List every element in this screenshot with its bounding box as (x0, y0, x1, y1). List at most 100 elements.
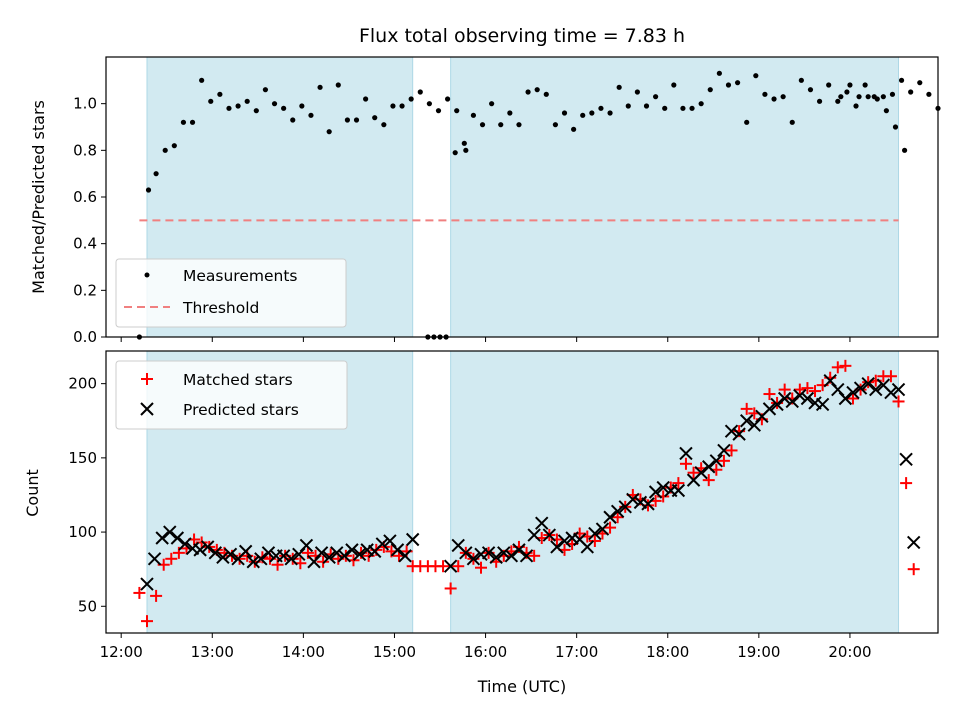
bottom-series-predicted-stars (140, 373, 921, 591)
predicted-star-point (793, 388, 807, 403)
predicted-star-point (777, 391, 792, 406)
measurement-point (299, 103, 305, 109)
predicted-star-point (519, 549, 534, 563)
measurement-point (390, 103, 396, 109)
measurement-point (853, 103, 859, 109)
bottom-y-tick-label: 150 (68, 449, 97, 467)
measurement-point (454, 108, 460, 114)
predicted-star-point (337, 549, 352, 563)
matched-star-point (900, 477, 913, 490)
measurement-point (417, 89, 423, 95)
predicted-star-point (891, 382, 906, 397)
predicted-star-point (580, 540, 594, 554)
legend-matched-stars-label: Matched stars (183, 371, 293, 389)
predicted-star-point (846, 385, 860, 400)
matched-star-point (203, 540, 216, 553)
predicted-star-point (869, 382, 883, 397)
legend-matched-stars-marker (141, 373, 153, 385)
measurement-point (847, 82, 853, 88)
predicted-star-point (679, 446, 693, 461)
predicted-star-point (398, 549, 412, 563)
matched-star-point (892, 395, 905, 408)
predicted-star-point (193, 543, 207, 557)
measurement-point (561, 110, 568, 116)
matched-star-point (831, 361, 844, 374)
predicted-star-point (717, 443, 731, 458)
measurement-point (262, 87, 269, 93)
measurement-point (798, 77, 804, 83)
measurement-point (271, 101, 278, 107)
predicted-star-point (595, 522, 610, 536)
x-tick-label: 12:00 (100, 643, 143, 661)
top-legend-box (115, 258, 347, 328)
legend-measurements-marker (144, 272, 150, 278)
measurement-point (926, 91, 932, 97)
matched-star-point (588, 534, 601, 547)
predicted-star-point (648, 485, 663, 499)
measurement-point (353, 117, 360, 123)
predicted-star-point (907, 535, 921, 550)
measurement-point (653, 94, 659, 100)
predicted-star-point (140, 577, 154, 591)
predicted-star-point (481, 546, 496, 560)
measurement-point (789, 119, 795, 125)
measurement-point (892, 124, 899, 130)
predicted-star-point (443, 559, 458, 573)
x-tick-label: 20:00 (828, 643, 871, 661)
measurement-point (372, 115, 378, 121)
predicted-star-point (800, 391, 815, 406)
measurement-point (671, 82, 677, 88)
measurement-point (552, 122, 559, 128)
matched-star-point (725, 444, 738, 457)
predicted-star-point (527, 528, 541, 542)
bottom-shaded-interval-2 (450, 350, 900, 634)
matched-star-point (150, 589, 163, 602)
matched-star-point (884, 370, 897, 383)
measurement-point (780, 94, 786, 100)
measurement-point (463, 147, 469, 153)
matched-star-point (687, 466, 700, 479)
predicted-star-point (352, 547, 367, 562)
predicted-star-point (815, 397, 830, 412)
predicted-star-point (626, 492, 640, 507)
measurement-point (844, 89, 850, 95)
top-plot: 0.0 0.2 0.4 0.6 0.8 1.0 Matched/Predicted sta… (29, 56, 941, 346)
matched-star-point (862, 376, 875, 389)
measurement-point (589, 110, 595, 116)
predicted-star-point (216, 550, 230, 565)
measurement-point (707, 87, 713, 93)
top-shaded-intervals (146, 56, 900, 338)
measurement-point (571, 126, 577, 132)
measurement-point (189, 119, 196, 125)
measurement-point (180, 119, 187, 125)
matched-star-point (672, 477, 685, 490)
predicted-star-point (254, 552, 268, 566)
x-tick-label: 19:00 (737, 643, 780, 661)
x-tick-label: 15:00 (373, 643, 416, 661)
measurement-point (580, 112, 586, 118)
predicted-star-point (147, 552, 162, 566)
measurement-point (253, 108, 259, 114)
measurement-point (874, 96, 880, 102)
matched-star-point (846, 392, 859, 405)
measurement-point (470, 112, 477, 118)
predicted-star-point (899, 452, 913, 467)
predicted-star-point (785, 394, 799, 409)
chart-title: Flux total observing time = 7.83 h (359, 25, 685, 47)
top-x-axis (120, 337, 851, 342)
predicted-star-point (390, 543, 405, 557)
predicted-star-point (512, 543, 526, 557)
measurement-point (507, 110, 513, 116)
predicted-star-point (163, 525, 177, 539)
matched-star-point (611, 511, 624, 524)
predicted-star-point (550, 540, 564, 554)
measurement-point (452, 150, 458, 156)
matched-star-point (839, 359, 852, 372)
predicted-star-point (322, 550, 336, 565)
predicted-star-point (732, 427, 746, 441)
measurement-point (625, 103, 631, 109)
measurement-point (607, 110, 613, 116)
measurement-point (381, 122, 387, 128)
x-tick-label: 18:00 (646, 643, 689, 661)
